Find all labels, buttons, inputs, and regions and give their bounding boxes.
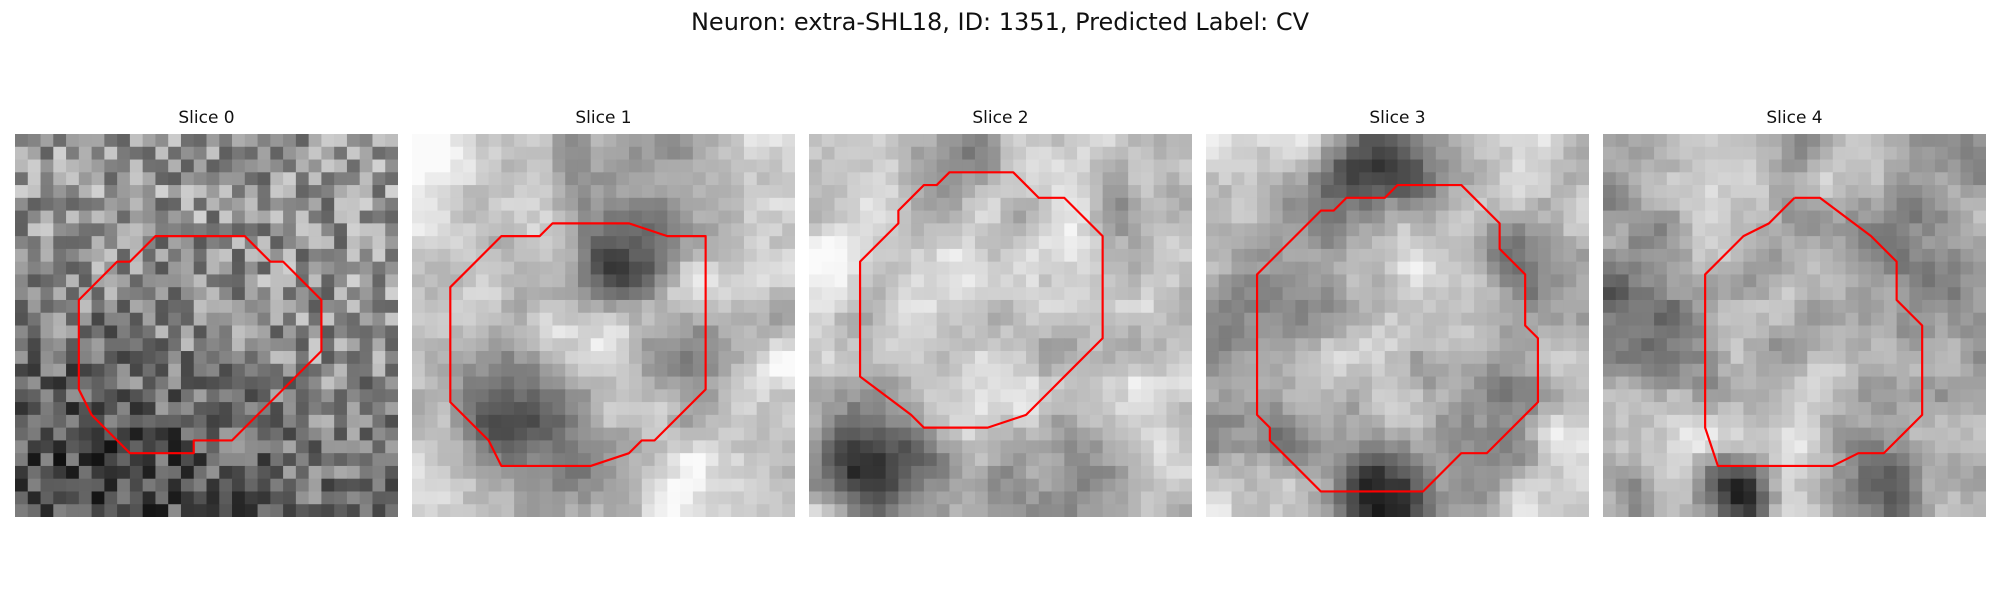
slice-title-2: Slice 2 (972, 108, 1029, 128)
contour-0 (77, 235, 323, 455)
slice-image-2 (809, 134, 1192, 517)
contour-2 (858, 171, 1104, 429)
slice-image-1 (412, 134, 795, 517)
slice-image-3 (1206, 134, 1589, 517)
contour-4 (1704, 196, 1924, 468)
slice-title-0: Slice 0 (178, 108, 235, 128)
contour-3 (1255, 183, 1540, 493)
slice-image-0 (15, 134, 398, 517)
slice-title-4: Slice 4 (1766, 108, 1823, 128)
contour-1 (449, 222, 707, 468)
slice-image-4 (1603, 134, 1986, 517)
slice-title-3: Slice 3 (1369, 108, 1426, 128)
figure-title: Neuron: extra-SHL18, ID: 1351, Predicted… (690, 8, 1310, 36)
slice-title-1: Slice 1 (575, 108, 632, 128)
